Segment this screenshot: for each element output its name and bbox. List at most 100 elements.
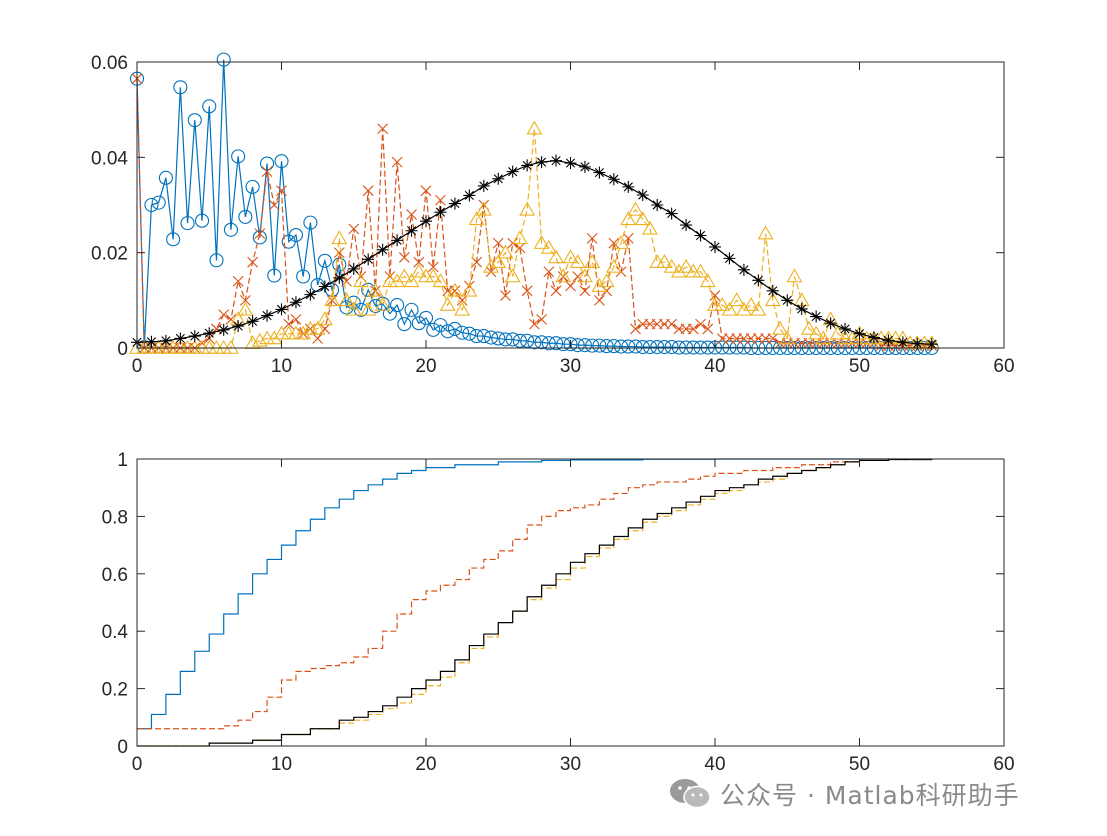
data-point [521, 285, 533, 297]
data-point [548, 336, 564, 351]
data-point [332, 257, 347, 272]
data-point [808, 325, 825, 340]
data-point [333, 247, 345, 259]
data-point [304, 288, 317, 301]
data-point [767, 333, 779, 344]
data-point [268, 199, 280, 211]
data-point [187, 113, 202, 128]
data-point [208, 339, 225, 354]
data-point [608, 237, 620, 249]
data-point [309, 320, 326, 335]
data-point [368, 299, 383, 314]
y-tick-label: 0.04 [91, 148, 128, 169]
data-point [764, 292, 781, 307]
data-point [173, 80, 188, 95]
data-point [680, 219, 693, 232]
data-point [810, 310, 823, 323]
data-point [563, 337, 578, 352]
data-point [418, 310, 434, 326]
data-point [471, 256, 482, 268]
data-point [786, 268, 803, 283]
x-tick-label: 30 [560, 754, 581, 775]
x-tick-label: 0 [132, 754, 143, 775]
data-point [728, 292, 745, 307]
data-point [605, 258, 622, 273]
data-point [678, 258, 695, 273]
data-point [497, 244, 514, 259]
data-point [737, 263, 750, 276]
data-point [752, 274, 765, 287]
data-point [622, 232, 634, 244]
data-point [569, 254, 586, 268]
data-point [261, 166, 273, 178]
data-point [586, 232, 598, 244]
data-point [570, 338, 585, 353]
data-point [543, 266, 555, 278]
data-point [319, 323, 331, 335]
data-point [276, 185, 287, 197]
data-point [642, 220, 658, 235]
y-tick-label: 0 [117, 339, 128, 360]
data-point [593, 166, 606, 179]
data-point [663, 258, 680, 273]
series-markers [129, 52, 939, 356]
data-point [620, 211, 637, 226]
series-line [136, 59, 932, 349]
data-point [404, 302, 419, 317]
y-tick-label: 0.6 [102, 565, 128, 586]
data-point [223, 222, 238, 237]
data-point [151, 195, 166, 210]
data-point [534, 335, 549, 350]
data-point [925, 338, 938, 351]
data-point [535, 156, 548, 169]
data-point [316, 311, 333, 326]
series-line [137, 458, 933, 730]
y-axis: 0 0.2 0.4 0.6 0.8 1 [102, 450, 1004, 758]
data-point [636, 188, 649, 201]
data-point [839, 322, 852, 335]
y-tick-label: 0 [117, 737, 128, 758]
data-point [345, 301, 362, 316]
x-tick-label: 30 [560, 356, 581, 377]
data-point [743, 296, 760, 311]
data-point [757, 225, 774, 240]
data-point [572, 271, 584, 282]
series-markers [129, 120, 940, 354]
data-point [259, 156, 275, 171]
data-point [440, 324, 455, 339]
data-point [180, 216, 195, 231]
data-point [427, 261, 439, 273]
x-tick-label: 10 [271, 754, 292, 775]
x-tick-label: 10 [271, 356, 292, 377]
data-point [215, 339, 232, 354]
data-point [353, 302, 369, 317]
data-point [461, 282, 478, 297]
data-point [468, 211, 485, 226]
data-point [506, 165, 519, 178]
data-point [166, 232, 181, 247]
axes-box [136, 61, 1005, 349]
data-point [867, 331, 880, 344]
data-point [634, 211, 651, 226]
data-point [462, 326, 477, 341]
data-point [391, 156, 403, 168]
data-point [455, 325, 470, 340]
data-point [815, 330, 832, 345]
data-point [290, 314, 302, 325]
data-point [550, 154, 563, 167]
data-point [685, 263, 702, 278]
data-point [158, 170, 173, 185]
data-point [514, 242, 526, 254]
data-point [500, 290, 511, 301]
data-point [476, 329, 491, 344]
data-point [418, 268, 434, 283]
data-point [526, 120, 543, 135]
data-point [548, 249, 564, 264]
series-line [137, 458, 933, 747]
series-line [137, 458, 933, 747]
data-point [376, 243, 389, 256]
data-point [338, 292, 355, 307]
data-point [598, 273, 615, 288]
data-point [179, 339, 196, 354]
